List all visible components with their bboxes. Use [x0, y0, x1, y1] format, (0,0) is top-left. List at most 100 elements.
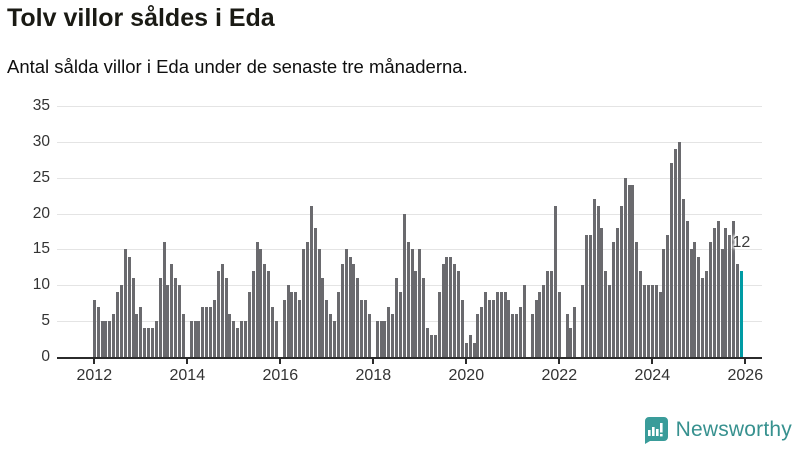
- bar[interactable]: [612, 242, 616, 357]
- bar[interactable]: [503, 292, 507, 357]
- bar[interactable]: [712, 227, 716, 357]
- bar[interactable]: [557, 292, 561, 357]
- bar[interactable]: [600, 227, 604, 357]
- bar[interactable]: [181, 313, 185, 357]
- bar[interactable]: [650, 285, 654, 357]
- bar[interactable]: [608, 285, 612, 357]
- bar[interactable]: [488, 299, 492, 357]
- bar[interactable]: [511, 313, 515, 357]
- bar[interactable]: [96, 306, 100, 357]
- bar[interactable]: [123, 249, 127, 357]
- bar[interactable]: [379, 321, 383, 357]
- bar[interactable]: [658, 292, 662, 357]
- bar[interactable]: [639, 270, 643, 357]
- bar[interactable]: [437, 292, 441, 357]
- bar[interactable]: [643, 285, 647, 357]
- bar[interactable]: [150, 328, 154, 357]
- bar[interactable]: [267, 270, 271, 357]
- bar[interactable]: [286, 285, 290, 357]
- bar[interactable]: [460, 299, 464, 357]
- bar[interactable]: [670, 163, 674, 357]
- bar[interactable]: [174, 278, 178, 357]
- bar[interactable]: [538, 292, 542, 357]
- bar[interactable]: [732, 220, 736, 357]
- bar[interactable]: [247, 292, 251, 357]
- bar[interactable]: [387, 306, 391, 357]
- bar[interactable]: [243, 321, 247, 357]
- bar[interactable]: [220, 263, 224, 357]
- bar[interactable]: [321, 278, 325, 357]
- bar[interactable]: [162, 242, 166, 357]
- bar[interactable]: [236, 328, 240, 357]
- bar[interactable]: [104, 321, 108, 357]
- bar[interactable]: [112, 313, 116, 357]
- bar[interactable]: [414, 270, 418, 357]
- bar[interactable]: [476, 313, 480, 357]
- bar[interactable]: [654, 285, 658, 357]
- bar[interactable]: [495, 292, 499, 357]
- bar[interactable]: [271, 306, 275, 357]
- bar[interactable]: [588, 235, 592, 357]
- bar[interactable]: [189, 321, 193, 357]
- bar[interactable]: [623, 177, 627, 357]
- bar[interactable]: [720, 249, 724, 357]
- bar[interactable]: [596, 206, 600, 357]
- bar[interactable]: [302, 249, 306, 357]
- bar[interactable]: [736, 263, 740, 357]
- bar[interactable]: [689, 249, 693, 357]
- bar[interactable]: [119, 285, 123, 357]
- bar[interactable]: [716, 220, 720, 357]
- bar[interactable]: [677, 141, 681, 357]
- bar[interactable]: [553, 206, 557, 357]
- bar[interactable]: [441, 263, 445, 357]
- bar[interactable]: [309, 206, 313, 357]
- bar[interactable]: [646, 285, 650, 357]
- bar[interactable]: [336, 292, 340, 357]
- bar[interactable]: [457, 270, 461, 357]
- bar[interactable]: [422, 278, 426, 357]
- bar[interactable]: [154, 321, 158, 357]
- bar[interactable]: [313, 227, 317, 357]
- bar[interactable]: [480, 306, 484, 357]
- bar[interactable]: [294, 292, 298, 357]
- bar[interactable]: [662, 249, 666, 357]
- bar[interactable]: [251, 270, 255, 357]
- bar[interactable]: [426, 328, 430, 357]
- bar[interactable]: [615, 227, 619, 357]
- bar[interactable]: [592, 199, 596, 357]
- bar[interactable]: [131, 278, 135, 357]
- bar[interactable]: [631, 184, 635, 357]
- bar[interactable]: [356, 278, 360, 357]
- bar[interactable]: [216, 270, 220, 357]
- bar[interactable]: [127, 256, 131, 357]
- bar[interactable]: [166, 285, 170, 357]
- bar[interactable]: [681, 199, 685, 357]
- bar[interactable]: [143, 328, 147, 357]
- bar[interactable]: [515, 313, 519, 357]
- bar[interactable]: [228, 313, 232, 357]
- bar[interactable]: [383, 321, 387, 357]
- bar[interactable]: [468, 335, 472, 357]
- bar[interactable]: [546, 270, 550, 357]
- bar[interactable]: [685, 220, 689, 357]
- bar[interactable]: [406, 242, 410, 357]
- bar[interactable]: [205, 306, 209, 357]
- bar[interactable]: [701, 278, 705, 357]
- bar[interactable]: [391, 313, 395, 357]
- bar[interactable]: [449, 256, 453, 357]
- bar[interactable]: [158, 278, 162, 357]
- bar[interactable]: [499, 292, 503, 357]
- bar[interactable]: [135, 313, 139, 357]
- bar[interactable]: [519, 306, 523, 357]
- bar[interactable]: [282, 299, 286, 357]
- bar[interactable]: [464, 342, 468, 357]
- bar[interactable]: [329, 313, 333, 357]
- bar[interactable]: [147, 328, 151, 357]
- bar[interactable]: [367, 313, 371, 357]
- bar[interactable]: [674, 149, 678, 357]
- bar[interactable]: [317, 249, 321, 357]
- bar[interactable]: [542, 285, 546, 357]
- bar[interactable]: [193, 321, 197, 357]
- bar[interactable]: [212, 299, 216, 357]
- bar[interactable]: [100, 321, 104, 357]
